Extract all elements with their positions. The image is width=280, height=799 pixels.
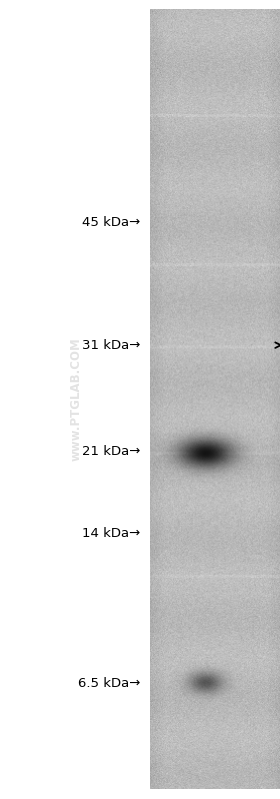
Text: 45 kDa→: 45 kDa→ [82,216,140,229]
Text: 31 kDa→: 31 kDa→ [82,339,140,352]
Text: 14 kDa→: 14 kDa→ [82,527,140,540]
Text: 6.5 kDa→: 6.5 kDa→ [78,677,140,690]
Text: 21 kDa→: 21 kDa→ [82,445,140,458]
Text: www.PTGLAB.COM: www.PTGLAB.COM [69,338,82,461]
